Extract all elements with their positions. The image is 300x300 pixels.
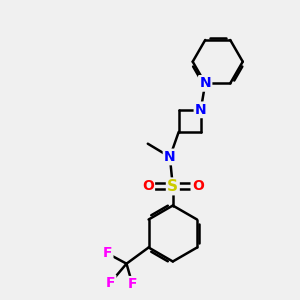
Text: F: F [128,277,137,291]
Text: N: N [200,76,211,90]
Text: N: N [164,150,176,164]
Text: S: S [167,179,178,194]
Text: O: O [142,179,154,194]
Text: O: O [192,179,204,194]
Text: F: F [103,246,112,260]
Text: N: N [195,103,207,117]
Text: F: F [106,276,115,290]
